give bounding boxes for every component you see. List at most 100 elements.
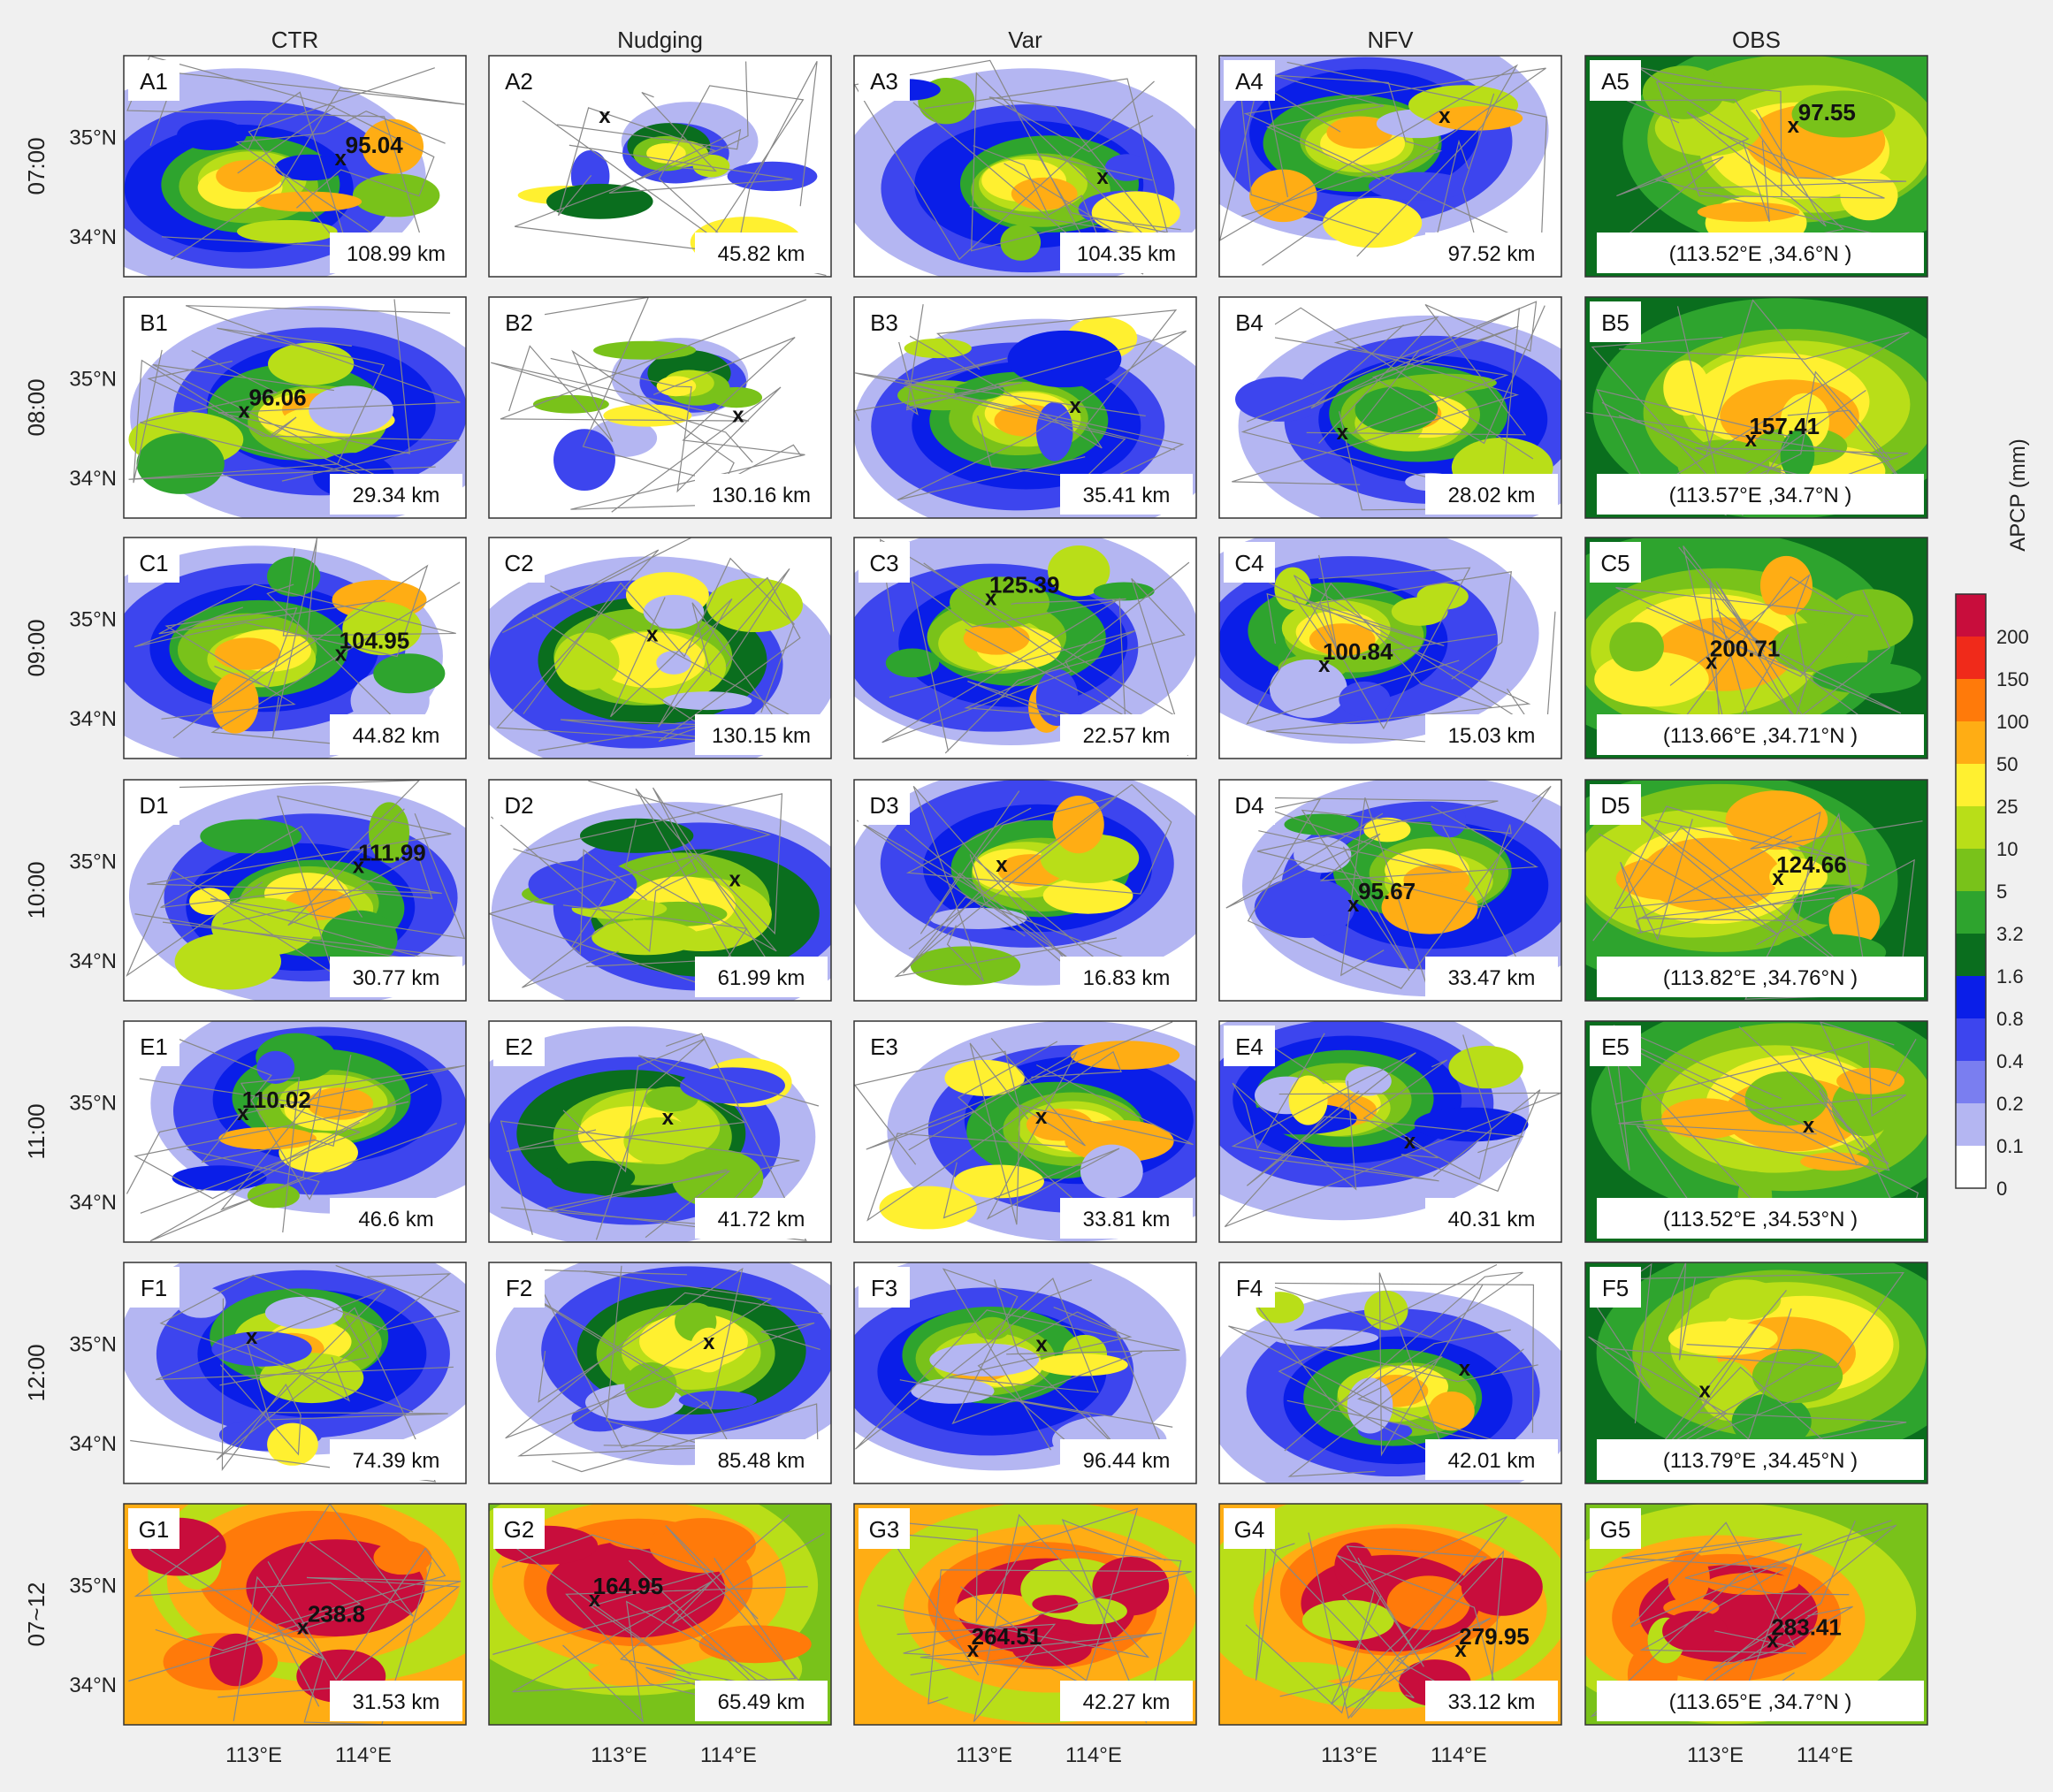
distance-label: 28.02 km xyxy=(1448,484,1536,507)
boundary-line xyxy=(1238,1282,1535,1433)
precip-contour xyxy=(369,802,409,864)
colorbar-swatch xyxy=(1956,849,1986,891)
max-marker: x xyxy=(662,1106,675,1130)
precip-contour xyxy=(1416,583,1469,610)
precip-contour xyxy=(550,1161,636,1194)
precip-contour xyxy=(706,577,803,633)
panel-frame xyxy=(488,779,832,1002)
panel-label-box xyxy=(859,1267,910,1308)
distance-label: 33.47 km xyxy=(1448,966,1536,990)
boundary-line xyxy=(134,564,429,715)
precip-contour xyxy=(885,648,940,678)
obs-coordinate: (113.65°E ,34.7°N ) xyxy=(1669,1690,1852,1714)
precip-contour xyxy=(1448,1045,1523,1089)
map-panel-a4: A4 x 97.52 km xyxy=(1218,55,1562,278)
boundary-line xyxy=(1245,1554,1500,1714)
precip-field xyxy=(1219,56,1561,277)
distance-box xyxy=(1060,1681,1193,1721)
y-tick-label: 35°N xyxy=(69,126,117,150)
colorbar-swatch xyxy=(1956,721,1986,764)
precip-contour xyxy=(209,1633,263,1687)
boundary-line xyxy=(1636,1021,1895,1229)
boundary-line xyxy=(854,1050,1194,1165)
boundary-line xyxy=(512,1532,825,1693)
map-panel-f5: F5 x (113.79°E ,34.45°N ) xyxy=(1584,1262,1928,1484)
max-marker: x xyxy=(599,104,611,128)
panel-frame xyxy=(488,55,832,278)
panel-label: F3 xyxy=(871,1275,897,1301)
colorbar-swatch xyxy=(1956,976,1986,1018)
panel-label: B5 xyxy=(1601,309,1629,336)
colorbar-tick-label: 25 xyxy=(1996,796,2018,818)
max-value-label: 124.66 xyxy=(1776,851,1847,878)
precip-field xyxy=(124,1504,466,1725)
boundary-line xyxy=(126,1064,465,1214)
obs-coordinate-box xyxy=(1597,1439,1924,1480)
precip-field xyxy=(124,1021,466,1242)
distance-label: 15.03 km xyxy=(1448,724,1536,748)
precip-contour xyxy=(1662,1610,1728,1651)
max-marker: x xyxy=(1404,1130,1416,1154)
precip-contour xyxy=(1706,1572,1799,1596)
boundary-line xyxy=(1243,61,1547,266)
boundary-line xyxy=(128,1576,462,1698)
panel-label-box xyxy=(1590,542,1641,583)
panel-label-box xyxy=(493,1267,545,1308)
row-time-label: 07~12 xyxy=(23,1582,50,1646)
precip-contour xyxy=(1035,668,1079,727)
boundary-line xyxy=(911,580,1126,751)
boundary-line xyxy=(147,1504,414,1661)
column-title: Var xyxy=(1008,27,1042,53)
max-value-label: 95.04 xyxy=(346,132,404,158)
distance-label: 85.48 km xyxy=(718,1449,805,1473)
max-value-label: 279.95 xyxy=(1459,1623,1530,1650)
precip-field xyxy=(124,780,466,1001)
boundary-line xyxy=(925,78,1169,233)
colorbar-tick-label: 3.2 xyxy=(1996,923,2024,945)
y-tick-label: 34°N xyxy=(69,1191,117,1215)
precip-field xyxy=(854,538,1196,759)
panel-frame xyxy=(488,1262,832,1484)
boundary-line xyxy=(881,561,1190,747)
precip-contour xyxy=(698,1625,812,1664)
panel-frame xyxy=(1584,296,1928,519)
precip-contour xyxy=(950,576,1050,629)
distance-label: 41.72 km xyxy=(718,1208,805,1232)
panel-frame xyxy=(1218,1503,1562,1726)
panel-frame xyxy=(1584,55,1928,278)
panel-label-box xyxy=(128,60,179,101)
boundary-line xyxy=(1232,316,1520,485)
boundary-line xyxy=(140,349,392,484)
boundary-line xyxy=(246,1341,448,1421)
precip-contour xyxy=(255,191,363,212)
precip-contour xyxy=(174,933,282,990)
obs-coordinate-box xyxy=(1597,474,1924,515)
panel-label-box xyxy=(1590,1508,1641,1549)
colorbar-swatch xyxy=(1956,1103,1986,1146)
precip-contour xyxy=(678,1391,758,1410)
precip-contour xyxy=(275,154,344,181)
x-tick-label: 113°E xyxy=(1687,1743,1744,1767)
precip-contour xyxy=(1048,545,1110,597)
boundary-line xyxy=(969,96,1164,239)
precip-contour xyxy=(1769,858,1828,895)
panel-frame xyxy=(488,537,832,759)
precip-contour xyxy=(256,1050,295,1084)
precip-contour xyxy=(1752,1348,1843,1403)
map-panel-b3: B3 x 35.41 km xyxy=(853,296,1197,519)
panel-frame xyxy=(1584,779,1928,1002)
boundary-line xyxy=(186,1077,320,1233)
precip-contour xyxy=(929,907,1027,930)
map-panel-d2: D2 x 61.99 km xyxy=(488,779,832,1002)
precip-field xyxy=(124,297,466,518)
precip-contour xyxy=(662,691,752,711)
max-marker: x xyxy=(996,853,1008,877)
max-value-label: 95.67 xyxy=(1358,878,1416,904)
boundary-line xyxy=(1616,66,1750,242)
colorbar-title: APCP (mm) xyxy=(2006,438,2030,552)
panel-label-box xyxy=(493,542,545,583)
